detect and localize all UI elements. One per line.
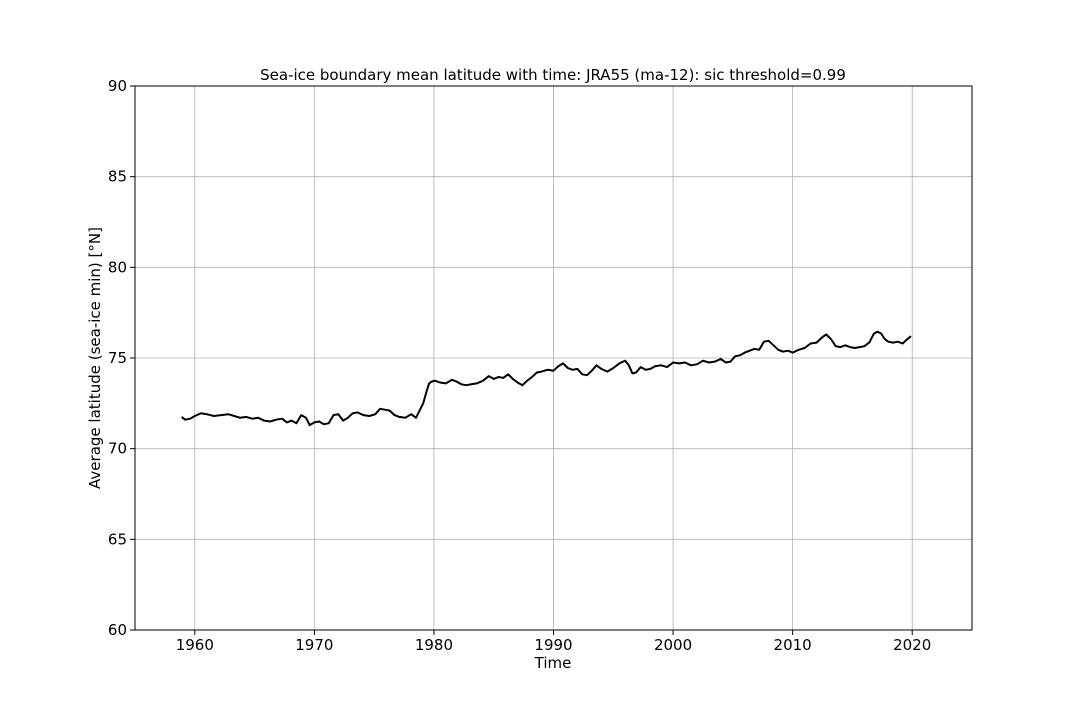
axis-ticks: 1960 1970 1980 1990 2000 2010 2020 60 65 70 75 80 85… — [108, 77, 931, 654]
x-tick-label: 2000 — [654, 636, 692, 654]
x-tick-label: 1990 — [534, 636, 572, 654]
x-tick-label: 1960 — [176, 636, 214, 654]
y-tick-label: 70 — [108, 440, 127, 458]
y-tick-label: 80 — [108, 258, 127, 276]
x-tick-label: 2010 — [774, 636, 812, 654]
x-tick-label: 1970 — [295, 636, 333, 654]
series-layer — [180, 330, 912, 427]
y-tick-label: 65 — [108, 530, 127, 548]
y-tick-label: 60 — [108, 621, 127, 639]
x-tick-label: 2020 — [893, 636, 931, 654]
x-axis-label: Time — [534, 654, 572, 672]
series-line-0 — [180, 330, 912, 427]
y-tick-label: 85 — [108, 168, 127, 186]
y-tick-label: 75 — [108, 349, 127, 367]
y-axis-label: Average latitude (sea-ice min) [°N] — [86, 227, 104, 489]
y-tick-label: 90 — [108, 77, 127, 95]
chart-title: Sea-ice boundary mean latitude with time… — [260, 66, 846, 84]
x-tick-label: 1980 — [415, 636, 453, 654]
